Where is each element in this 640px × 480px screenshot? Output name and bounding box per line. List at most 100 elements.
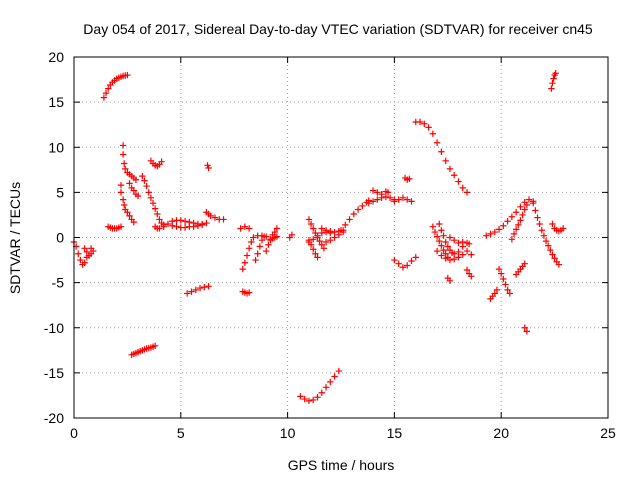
data-point: [119, 142, 127, 149]
data-point: [151, 342, 159, 349]
data-point: [459, 251, 466, 258]
data-point: [322, 384, 330, 391]
y-tick-label: -10: [44, 320, 64, 336]
data-point: [173, 223, 180, 230]
data-point: [421, 120, 428, 127]
data-point: [365, 200, 372, 207]
y-tick-label: 20: [48, 49, 64, 65]
data-point: [124, 71, 131, 79]
data-point: [316, 237, 323, 245]
data-point: [455, 239, 462, 247]
data-point: [194, 222, 202, 229]
data-point: [331, 228, 338, 236]
data-point: [117, 223, 125, 230]
data-point: [436, 220, 443, 228]
data-point: [444, 243, 451, 250]
data-point: [342, 221, 349, 229]
data-point: [463, 266, 471, 274]
data-point: [504, 286, 511, 294]
data-point: [288, 231, 296, 238]
y-tick-label: -5: [52, 275, 65, 291]
data-point: [312, 250, 319, 257]
data-point: [335, 231, 343, 238]
data-point: [395, 196, 402, 203]
data-point: [391, 256, 398, 264]
y-tick-label: 10: [48, 139, 64, 155]
data-point: [104, 85, 112, 92]
data-point: [147, 194, 155, 201]
data-point: [307, 220, 315, 228]
data-point: [130, 187, 138, 194]
data-point: [201, 283, 208, 291]
data-point: [446, 277, 454, 285]
data-point: [158, 158, 165, 165]
data-point: [459, 184, 466, 192]
data-point: [429, 223, 437, 230]
data-point: [369, 187, 377, 194]
data-point: [438, 227, 445, 234]
data-point: [544, 242, 552, 249]
data-point: [320, 245, 328, 252]
data-point: [314, 232, 321, 239]
data-point: [132, 176, 140, 183]
x-tick-label: 0: [70, 425, 78, 441]
y-axis-label: SDTVAR / TECUs: [7, 182, 23, 294]
data-point: [542, 237, 550, 245]
data-point: [440, 246, 447, 254]
data-point: [408, 198, 415, 205]
data-point: [184, 290, 191, 297]
data-point: [322, 227, 330, 234]
data-point: [154, 210, 161, 218]
data-point: [181, 218, 189, 225]
data-point: [245, 225, 253, 232]
data-point: [395, 260, 402, 267]
data-point: [81, 259, 88, 266]
data-point: [446, 234, 454, 241]
data-point: [301, 395, 308, 403]
data-point: [451, 237, 458, 244]
grid-layer: [74, 57, 608, 418]
data-point: [406, 175, 413, 183]
data-point: [263, 247, 270, 255]
y-tick-label: -20: [44, 410, 64, 426]
axis-ticks: 0 5 10 15 20 25 -20 -15 -10 -5 0 5 10 15 20: [44, 49, 616, 441]
data-point: [382, 193, 390, 201]
data-point: [463, 189, 471, 196]
data-point: [102, 89, 110, 97]
data-point: [314, 394, 321, 401]
data-point: [203, 219, 210, 227]
data-point: [265, 241, 272, 248]
data-point: [310, 236, 317, 243]
data-point: [425, 124, 432, 131]
data-point: [139, 172, 146, 180]
data-point: [404, 196, 411, 203]
data-point: [559, 225, 567, 232]
data-point: [451, 250, 458, 257]
data-point: [549, 220, 556, 228]
data-point: [354, 206, 362, 213]
data-point: [318, 389, 325, 396]
data-point: [145, 189, 152, 196]
data-point: [459, 238, 466, 246]
data-point: [245, 245, 253, 252]
data-point: [307, 241, 315, 248]
data-point: [297, 393, 304, 400]
data-point: [502, 281, 509, 288]
data-point: [523, 201, 531, 209]
data-point: [510, 230, 518, 238]
data-point: [555, 261, 563, 268]
data-point: [442, 255, 449, 262]
data-point: [254, 250, 261, 257]
data-point: [504, 218, 511, 225]
data-point: [318, 225, 325, 232]
data-point: [196, 284, 204, 292]
data-point: [124, 209, 131, 216]
data-point: [248, 238, 255, 246]
data-point: [374, 189, 381, 196]
data-point: [327, 378, 334, 386]
data-point: [130, 218, 138, 226]
data-point: [156, 216, 163, 223]
data-points: [70, 70, 567, 405]
data-point: [468, 273, 475, 280]
data-point: [519, 211, 526, 219]
